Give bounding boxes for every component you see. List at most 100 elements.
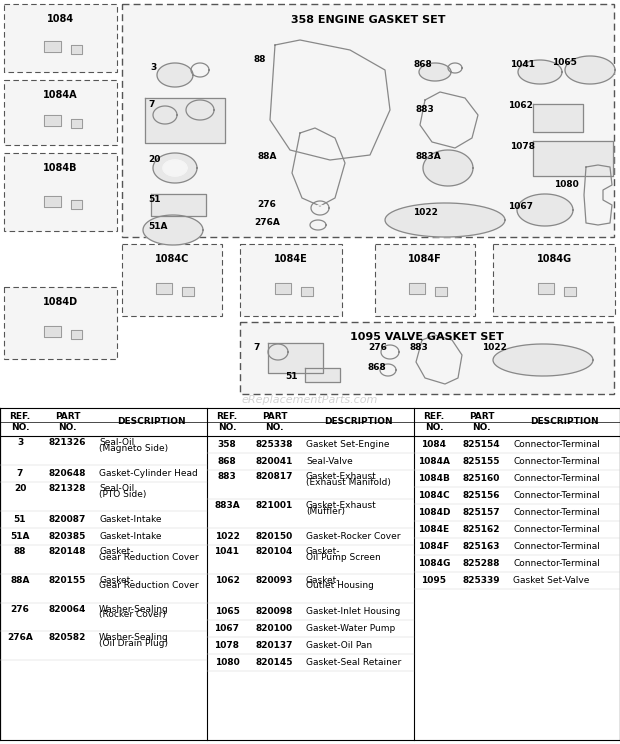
Text: 51A: 51A [148, 222, 167, 231]
Text: 1084G: 1084G [536, 254, 572, 264]
Polygon shape [518, 60, 562, 84]
Polygon shape [423, 150, 473, 186]
Text: 51: 51 [14, 515, 26, 524]
Text: 825163: 825163 [463, 542, 500, 551]
Text: DESCRIPTION: DESCRIPTION [117, 417, 185, 426]
Text: 1084B: 1084B [43, 163, 78, 173]
Text: 1041: 1041 [215, 547, 239, 556]
Text: Seal-Oil: Seal-Oil [99, 438, 135, 447]
Text: 820150: 820150 [256, 532, 293, 541]
Text: Gasket-: Gasket- [99, 547, 133, 556]
Polygon shape [71, 330, 82, 339]
Text: REF.
NO.: REF. NO. [216, 412, 237, 432]
Text: PART
NO.: PART NO. [262, 412, 287, 432]
Text: DESCRIPTION: DESCRIPTION [324, 417, 392, 426]
Polygon shape [151, 194, 205, 216]
Bar [240, 322, 614, 394]
Polygon shape [386, 349, 394, 355]
Text: 825160: 825160 [463, 474, 500, 483]
Polygon shape [538, 283, 554, 294]
Text: Gasket-Exhaust: Gasket-Exhaust [306, 472, 377, 481]
Text: 1095 VALVE GASKET SET: 1095 VALVE GASKET SET [350, 332, 504, 342]
Text: Connector-Terminal: Connector-Terminal [513, 542, 600, 551]
Text: Gasket-Inlet Housing: Gasket-Inlet Housing [306, 606, 401, 615]
Text: 825154: 825154 [463, 440, 500, 449]
Polygon shape [153, 153, 197, 183]
Text: 825339: 825339 [463, 576, 500, 585]
Text: 820087: 820087 [49, 515, 86, 524]
Text: Connector-Terminal: Connector-Terminal [513, 440, 600, 449]
Text: 88: 88 [14, 547, 26, 556]
Bar [4, 153, 117, 231]
Text: 883: 883 [415, 105, 434, 114]
Text: (Exhaust Manifold): (Exhaust Manifold) [306, 478, 391, 487]
Polygon shape [182, 287, 193, 296]
Text: 1084A: 1084A [418, 457, 450, 466]
Text: 1095: 1095 [422, 576, 446, 585]
Text: REF.
NO.: REF. NO. [9, 412, 30, 432]
Polygon shape [44, 41, 61, 52]
Text: (PTO Side): (PTO Side) [99, 490, 146, 498]
Text: Washer-Sealing: Washer-Sealing [99, 605, 169, 614]
Text: 1084D: 1084D [418, 508, 450, 517]
Text: 883A: 883A [214, 501, 240, 510]
Text: Gasket-: Gasket- [99, 576, 133, 585]
Text: 820155: 820155 [49, 576, 86, 585]
Polygon shape [409, 283, 425, 294]
Text: Connector-Terminal: Connector-Terminal [513, 508, 600, 517]
Text: 825288: 825288 [463, 559, 500, 568]
Text: 883A: 883A [415, 152, 441, 161]
Bar [4, 80, 117, 145]
Text: 276: 276 [11, 605, 29, 614]
Text: 1084C: 1084C [155, 254, 189, 264]
Text: 1084A: 1084A [43, 90, 78, 100]
Text: 1080: 1080 [215, 658, 239, 667]
Text: 20: 20 [148, 155, 161, 164]
Text: 1022: 1022 [215, 532, 239, 541]
Text: 1080: 1080 [554, 180, 578, 189]
Text: Connector-Terminal: Connector-Terminal [513, 559, 600, 568]
Text: 88A: 88A [257, 152, 277, 161]
Polygon shape [275, 283, 291, 294]
Text: Connector-Terminal: Connector-Terminal [513, 525, 600, 534]
Polygon shape [419, 63, 451, 81]
Text: Washer-Sealing: Washer-Sealing [99, 633, 169, 643]
Text: 825156: 825156 [463, 491, 500, 500]
Text: 276: 276 [257, 200, 276, 209]
Text: Gasket-Seal Retainer: Gasket-Seal Retainer [306, 658, 401, 667]
Text: 1084G: 1084G [418, 559, 450, 568]
Text: Seal-Oil: Seal-Oil [99, 484, 135, 493]
Text: Gasket Set-Valve: Gasket Set-Valve [513, 576, 590, 585]
Text: 820582: 820582 [49, 633, 86, 643]
Text: 1065: 1065 [552, 58, 577, 67]
Bar [122, 244, 222, 316]
Text: REF.
NO.: REF. NO. [423, 412, 445, 432]
Polygon shape [71, 45, 82, 54]
Polygon shape [143, 215, 203, 245]
Text: 1084E: 1084E [274, 254, 308, 264]
Text: 820145: 820145 [255, 658, 293, 667]
Text: 1062: 1062 [215, 576, 239, 585]
Text: 3: 3 [17, 438, 23, 447]
Text: 820093: 820093 [256, 576, 293, 585]
Text: 276A: 276A [254, 218, 280, 227]
Text: 820064: 820064 [49, 605, 86, 614]
Text: 51A: 51A [11, 532, 30, 541]
Polygon shape [71, 119, 82, 128]
Polygon shape [267, 343, 322, 373]
Bar [493, 244, 615, 316]
Text: 358: 358 [218, 440, 236, 449]
Text: 1067: 1067 [215, 623, 239, 632]
Text: 868: 868 [413, 60, 432, 69]
Text: Outlet Housing: Outlet Housing [306, 582, 374, 591]
Text: 1022: 1022 [413, 208, 438, 217]
Polygon shape [533, 104, 583, 132]
Text: 358 ENGINE GASKET SET: 358 ENGINE GASKET SET [291, 15, 445, 25]
Text: 7: 7 [148, 100, 154, 109]
Text: DESCRIPTION: DESCRIPTION [530, 417, 599, 426]
Text: 1078: 1078 [510, 142, 535, 151]
Text: 821328: 821328 [49, 484, 86, 493]
Text: 20: 20 [14, 484, 26, 493]
Text: 820098: 820098 [256, 606, 293, 615]
Text: Oil Pump Screen: Oil Pump Screen [306, 553, 381, 562]
